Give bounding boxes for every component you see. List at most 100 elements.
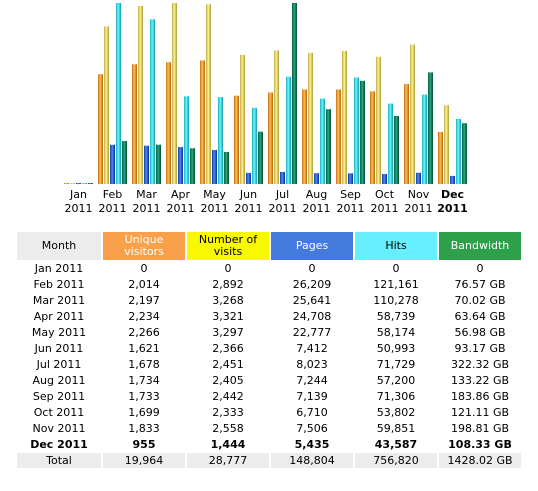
bar-visits-mar: [138, 5, 143, 185]
bar-visits-dec: [444, 105, 449, 184]
bar-bandwidth-jul: [292, 3, 297, 184]
bar-hits-nov: [422, 94, 427, 184]
total-hits: 756,820: [355, 453, 437, 468]
bar-pages-feb: [110, 144, 115, 184]
total-month: Total: [17, 453, 101, 468]
month-label-month: Apr: [171, 188, 191, 201]
cell-bandwidth: 121.11 GB: [450, 406, 510, 419]
table-row: Jun 2011 1,621 2,366 7,412 50,993 93.17 GB: [17, 341, 521, 356]
bar-bandwidth-mar: [156, 144, 161, 184]
cell-visits: 2,366: [212, 342, 244, 355]
cell-visitors: 1,621: [128, 342, 160, 355]
bar-bandwidth-jun: [258, 131, 263, 184]
header-unique-visitors: Unique visitors: [103, 232, 185, 260]
cell-visits: 3,321: [212, 310, 244, 323]
header-number-of-visits: Number of visits: [187, 232, 269, 260]
cell-visitors: 1,699: [128, 406, 160, 419]
header-bandwidth: Bandwidth: [439, 232, 521, 260]
month-label-month: Feb: [103, 188, 122, 201]
cell-hits: 53,802: [376, 406, 416, 419]
cell-visitors: 2,266: [128, 326, 160, 339]
cell-bandwidth: 108.33 GB: [448, 438, 512, 451]
month-label-year: 2011: [437, 202, 468, 215]
cell-visits: 2,892: [212, 278, 244, 291]
cell-month: Sep 2011: [32, 390, 86, 403]
cell-month: Oct 2011: [33, 406, 85, 419]
header-pages: Pages: [271, 232, 353, 260]
cell-hits: 71,729: [376, 358, 416, 371]
cell-bandwidth: 76.57 GB: [454, 278, 506, 291]
cell-pages: 22,777: [292, 326, 332, 339]
bar-pages-jun: [246, 172, 251, 184]
total-bandwidth: 1428.02 GB: [439, 453, 521, 468]
cell-visitors: 2,197: [128, 294, 160, 307]
cell-hits: 58,739: [376, 310, 416, 323]
bar-pages-oct: [382, 174, 387, 184]
bar-hits-oct: [388, 103, 393, 184]
bar-visits-may: [206, 4, 211, 184]
bar-hits-jun: [252, 107, 257, 184]
cell-visits: 2,442: [212, 390, 244, 403]
table-row: Mar 2011 2,197 3,268 25,641 110,278 70.02 GB: [17, 293, 521, 308]
bar-visits-sep: [342, 50, 347, 185]
cell-pages: 24,708: [292, 310, 332, 323]
cell-bandwidth: 56.98 GB: [454, 326, 506, 339]
monthly-history-chart: Jan 2011 Feb 2011 Mar 2011 Apr 2011 May 2011 Jun 20…: [0, 0, 538, 226]
cell-hits: 0: [392, 262, 400, 275]
cell-hits: 58,174: [376, 326, 416, 339]
cell-visitors: 1,833: [128, 422, 160, 435]
cell-bandwidth: 133.22 GB: [450, 374, 510, 387]
month-label-year: 2011: [235, 202, 263, 215]
cell-pages: 26,209: [292, 278, 332, 291]
bar-visitors-may: [200, 60, 205, 184]
table-row: Jul 2011 1,678 2,451 8,023 71,729 322.32 GB: [17, 357, 521, 372]
table-row: Feb 2011 2,014 2,892 26,209 121,161 76.57 GB: [17, 277, 521, 292]
month-label-month: May: [203, 188, 226, 201]
cell-pages: 6,710: [296, 406, 328, 419]
bar-bandwidth-apr: [190, 148, 195, 184]
table-row: Aug 2011 1,734 2,405 7,244 57,200 133.22 GB: [17, 373, 521, 388]
bar-hits-sep: [354, 77, 359, 184]
cell-hits: 71,306: [376, 390, 416, 403]
cell-bandwidth: 198.81 GB: [450, 422, 510, 435]
cell-visits: 3,268: [212, 294, 244, 307]
bar-visitors-aug: [302, 89, 307, 184]
bar-visits-jun: [240, 55, 245, 184]
bar-pages-sep: [348, 173, 353, 184]
table-header-row: Month Unique visitors Number of visits P…: [17, 232, 521, 260]
bar-visits-jan: [70, 183, 75, 184]
month-label-month: Sep: [340, 188, 361, 201]
cell-visitors: 1,733: [128, 390, 160, 403]
cell-pages: 5,435: [294, 438, 330, 451]
bar-visitors-oct: [370, 91, 375, 184]
bar-visitors-apr: [166, 62, 171, 185]
cell-month: Feb 2011: [33, 278, 85, 291]
cell-hits: 43,587: [374, 438, 418, 451]
cell-bandwidth: 63.64 GB: [454, 310, 506, 323]
total-visitors: 19,964: [103, 453, 185, 468]
cell-month: Jul 2011: [36, 358, 82, 371]
cell-visits: 2,405: [212, 374, 244, 387]
cell-pages: 7,244: [296, 374, 328, 387]
bar-pages-dec: [450, 175, 455, 184]
cell-month: Mar 2011: [32, 294, 86, 307]
table-row: Jan 2011 0 0 0 0 0: [17, 261, 521, 276]
month-label-year: 2011: [133, 202, 161, 215]
bar-bandwidth-dec: [462, 123, 467, 184]
month-label-month: Mar: [136, 188, 157, 201]
cell-month: Jun 2011: [34, 342, 84, 355]
cell-visits: 3,297: [212, 326, 244, 339]
cell-month: May 2011: [31, 326, 87, 339]
table-row: Dec 2011 955 1,444 5,435 43,587 108.33 GB: [17, 437, 521, 452]
cell-visitors: 1,678: [128, 358, 160, 371]
bar-visits-nov: [410, 44, 415, 184]
bar-hits-aug: [320, 98, 325, 184]
cell-visitors: 0: [140, 262, 148, 275]
total-pages: 148,804: [271, 453, 353, 468]
bar-bandwidth-oct: [394, 116, 399, 184]
table-row: Apr 2011 2,234 3,321 24,708 58,739 63.64 GB: [17, 309, 521, 324]
table-total-row: Total 19,964 28,777 148,804 756,820 1428.02 G…: [17, 453, 521, 468]
cell-hits: 57,200: [376, 374, 416, 387]
cell-month: Dec 2011: [30, 438, 88, 451]
header-hits: Hits: [355, 232, 437, 260]
